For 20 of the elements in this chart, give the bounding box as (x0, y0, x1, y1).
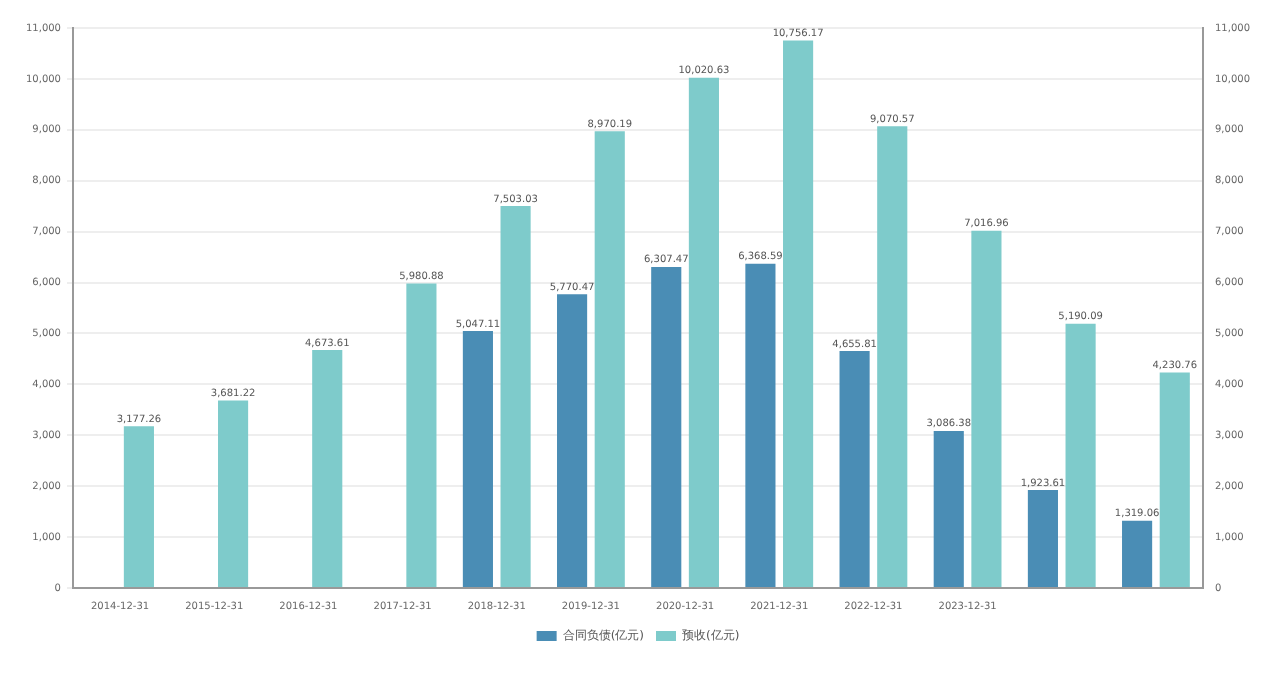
bar (594, 131, 625, 587)
bar (406, 283, 437, 587)
bar (1065, 323, 1096, 587)
bar (783, 40, 814, 587)
bar (651, 266, 682, 587)
bar (500, 206, 531, 587)
bar (1159, 372, 1190, 587)
bar (839, 350, 870, 587)
bar (971, 230, 1002, 587)
bar (312, 350, 343, 587)
bar (1027, 490, 1058, 587)
bar (688, 77, 719, 587)
bar (123, 426, 154, 587)
bar (1122, 520, 1153, 587)
bar (462, 331, 493, 587)
bar (933, 430, 964, 587)
bar (557, 294, 588, 587)
bar (877, 126, 908, 587)
bar (218, 400, 249, 587)
bar (745, 263, 776, 587)
